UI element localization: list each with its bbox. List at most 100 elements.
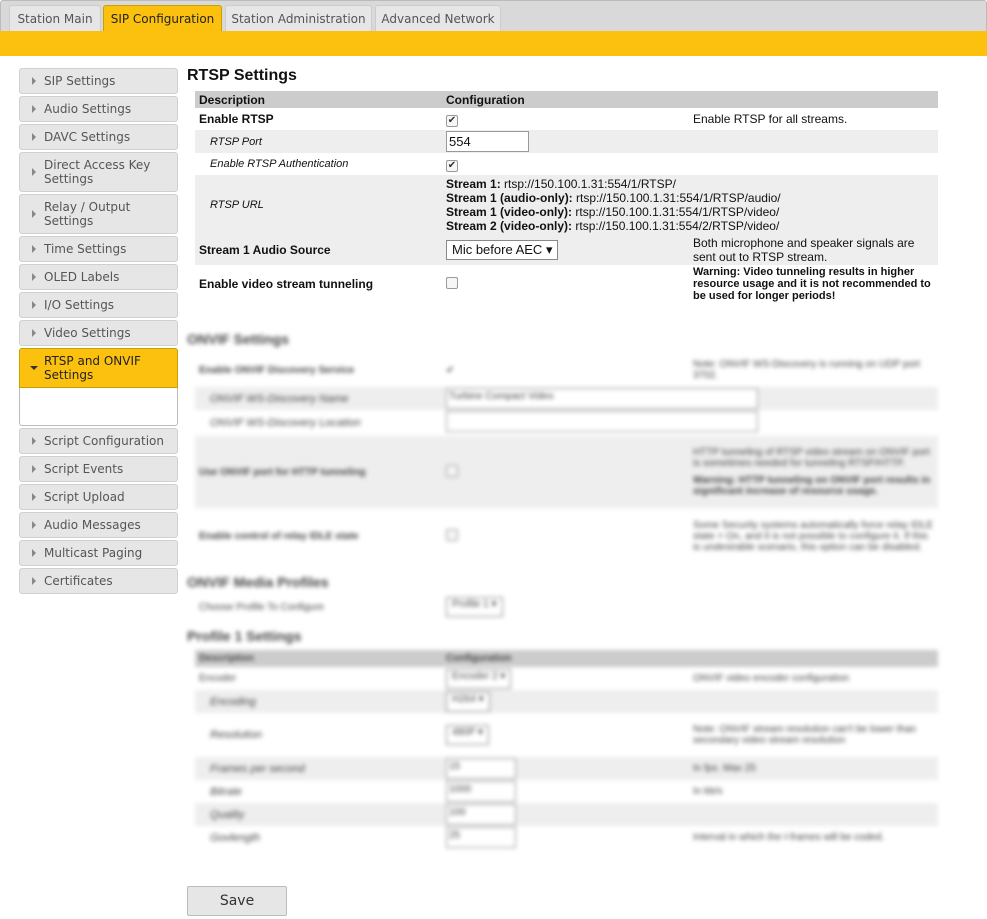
sidebar-item[interactable]: Audio Settings — [19, 96, 178, 122]
sidebar-item-label: Audio Messages — [44, 518, 141, 532]
stream-name: Stream 1 (audio-only): — [446, 191, 573, 205]
choose-profile-value: Profile 1 — [452, 599, 489, 610]
tunnel-checkbox[interactable] — [446, 276, 458, 289]
sidebar-item-label: SIP Settings — [44, 74, 116, 88]
col-description: Description — [195, 91, 442, 108]
chevron-down-icon: ▾ — [545, 242, 553, 257]
caret-right-icon — [32, 210, 36, 218]
sidebar-item[interactable]: Direct Access Key Settings — [19, 152, 178, 192]
stream-name: Stream 1 (video-only): — [446, 205, 573, 219]
sidebar-item[interactable]: Script Upload — [19, 484, 178, 510]
profile-note: Interval in which the I-frames will be c… — [693, 832, 885, 843]
caret-right-icon — [32, 245, 36, 253]
stream-url: rtsp://150.100.1.31:554/1/RTSP/video/ — [575, 205, 780, 219]
sidebar-item[interactable]: Relay / Output Settings — [19, 194, 178, 234]
caret-right-icon — [32, 549, 36, 557]
onvif-location-input[interactable] — [446, 411, 758, 432]
profile-note: In fps. Max 25 — [689, 757, 938, 780]
onvif-relay-checkbox[interactable] — [446, 528, 458, 541]
profile-label: Bitrate — [210, 785, 242, 798]
profile-row: Encoding H264 ▾ — [195, 690, 938, 713]
sidebar-item[interactable]: Video Settings — [19, 320, 178, 346]
profile-note: Note: ONVIF stream resolution can't be l… — [693, 724, 917, 746]
sidebar-item[interactable]: I/O Settings — [19, 292, 178, 318]
rtsp-table: Description Configuration Enable RTSP ✔ Ena… — [195, 91, 938, 303]
sidebar-item[interactable]: OLED Labels — [19, 264, 178, 290]
tunnel-note: Warning: Video tunneling results in high… — [693, 266, 931, 302]
profile-note: In kb/s — [693, 786, 723, 797]
onvif-name-input[interactable]: Turbine Compact Video — [446, 388, 758, 409]
sidebar-item[interactable]: DAVC Settings — [19, 124, 178, 150]
enable-rtsp-checkbox[interactable]: ✔ — [446, 114, 458, 127]
profile-value: 480P — [452, 727, 476, 738]
profile-input[interactable]: 25 — [446, 827, 516, 848]
sidebar-item-label: DAVC Settings — [44, 130, 131, 144]
sidebar-item-label: Multicast Paging — [44, 546, 143, 560]
onvif-http-warning: Warning: HTTP tunneling on ONVIF port re… — [693, 475, 931, 497]
save-button[interactable]: Save — [187, 886, 287, 916]
profile-select[interactable]: Encoder 2 ▾ — [446, 668, 512, 689]
audio-source-note: Both microphone and speaker signals are … — [689, 235, 938, 265]
rtsp-port-input[interactable]: 554 — [446, 131, 529, 152]
profile-label: Quality — [195, 803, 442, 826]
sidebar-item[interactable]: Certificates — [19, 568, 178, 594]
stream-name: Stream 2 (video-only): — [446, 219, 573, 233]
profile-row: Encoder Encoder 2 ▾ ONVIF video encoder co… — [195, 667, 938, 690]
caret-right-icon — [32, 301, 36, 309]
stream-url: rtsp://150.100.1.31:554/1/RTSP/ — [504, 177, 676, 191]
profile-note — [689, 690, 938, 713]
profile-value: H264 — [452, 693, 476, 705]
sidebar-item-label: Script Configuration — [44, 434, 164, 448]
audio-source-label: Stream 1 Audio Source — [195, 235, 442, 265]
sidebar-item-label: I/O Settings — [44, 298, 115, 312]
caret-right-icon — [32, 77, 36, 85]
tab-sip-configuration[interactable]: SIP Configuration — [103, 5, 222, 32]
rtsp-url-label: RTSP URL — [195, 175, 442, 235]
sidebar-item-label: Script Events — [44, 462, 124, 476]
onvif-http-checkbox[interactable] — [446, 464, 458, 477]
enable-rtsp-label: Enable RTSP — [199, 112, 274, 126]
sidebar-item[interactable]: Script Configuration — [19, 428, 178, 454]
profile-col-description: Description — [195, 650, 442, 667]
accent-band — [0, 31, 987, 56]
rtsp-url-line: Stream 2 (video-only): rtsp://150.100.1.… — [446, 219, 934, 233]
sidebar-item-label: Script Upload — [44, 490, 125, 504]
sidebar-item[interactable]: Audio Messages — [19, 512, 178, 538]
profile-label: Encoder — [199, 673, 237, 684]
sidebar-item-label: OLED Labels — [44, 270, 120, 284]
sidebar-item[interactable]: Time Settings — [19, 236, 178, 262]
audio-source-select[interactable]: Mic before AEC ▾ — [446, 240, 559, 260]
onvif-discovery-checkbox[interactable]: ✔ — [446, 364, 455, 376]
audio-source-value: Mic before AEC — [452, 242, 543, 257]
caret-right-icon — [32, 437, 36, 445]
sidebar-item[interactable]: SIP Settings — [19, 68, 178, 94]
caret-down-icon — [30, 366, 38, 370]
profile-select[interactable]: H264 ▾ — [446, 691, 490, 712]
profile-value: Encoder 2 — [452, 670, 498, 682]
sidebar-item-label: RTSP and ONVIF Settings — [44, 354, 141, 382]
choose-profile-select[interactable]: Profile 1 ▾ — [446, 597, 503, 617]
profile-input[interactable]: 100 — [446, 804, 516, 825]
sidebar-item[interactable]: RTSP and ONVIF Settings — [19, 348, 178, 388]
tab-station-main[interactable]: Station Main — [9, 5, 101, 32]
profile-input[interactable]: 15 — [446, 758, 516, 779]
sidebar-item[interactable]: Multicast Paging — [19, 540, 178, 566]
choose-profile-label: Choose Profile To Configure — [199, 601, 324, 613]
profile-select[interactable]: 480P ▾ — [446, 725, 489, 745]
sidebar-item[interactable]: Script Events — [19, 456, 178, 482]
rtsp-auth-checkbox[interactable]: ✔ — [446, 159, 458, 172]
profile-input[interactable]: 1000 — [446, 781, 516, 802]
caret-right-icon — [32, 133, 36, 141]
caret-right-icon — [32, 577, 36, 585]
profile-note — [689, 803, 938, 826]
profile-label: Encoding — [195, 690, 442, 713]
profile-row: Bitrate 1000 In kb/s — [195, 780, 938, 803]
enable-rtsp-note: Enable RTSP for all streams. — [693, 112, 848, 126]
onvif-relay-label: Enable control of relay IDLE state — [199, 530, 359, 542]
sidebar-item-label: Video Settings — [44, 326, 131, 340]
sidebar-item-label: Audio Settings — [44, 102, 132, 116]
sidebar-item-label: Certificates — [44, 574, 113, 588]
col-configuration: Configuration — [442, 91, 689, 108]
tab-advanced-network[interactable]: Advanced Network — [375, 5, 501, 32]
tab-station-administration[interactable]: Station Administration — [225, 5, 372, 32]
